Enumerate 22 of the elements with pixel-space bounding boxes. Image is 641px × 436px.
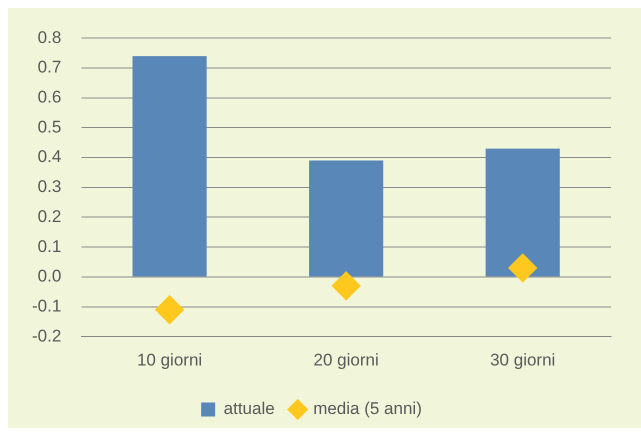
bar bbox=[486, 148, 560, 276]
y-tick-label: 0.2 bbox=[38, 206, 62, 226]
y-tick-label: -0.2 bbox=[32, 326, 62, 346]
x-tick-label: 10 giorni bbox=[136, 350, 202, 370]
x-tick-label: 30 giorni bbox=[490, 350, 556, 370]
bar bbox=[309, 160, 384, 276]
y-tick-label: 0.4 bbox=[38, 147, 62, 166]
point bbox=[155, 295, 184, 324]
y-tick-label: 0.1 bbox=[38, 236, 62, 256]
x-tick-label: 20 giorni bbox=[314, 350, 379, 370]
y-tick-label: 0.6 bbox=[38, 88, 62, 107]
y-tick-label: -0.1 bbox=[32, 296, 62, 316]
point bbox=[508, 253, 538, 282]
y-tick-label: 0.5 bbox=[38, 117, 62, 136]
y-tick-label: 0.8 bbox=[38, 28, 62, 47]
legend-label: media (5 anni) bbox=[313, 399, 422, 418]
y-tick-label: 0.0 bbox=[38, 266, 62, 286]
bar bbox=[132, 56, 207, 276]
point bbox=[332, 271, 361, 300]
y-tick-label: 0.7 bbox=[38, 58, 62, 77]
y-tick-label: 0.3 bbox=[38, 177, 62, 196]
legend-label: attuale bbox=[224, 399, 275, 418]
